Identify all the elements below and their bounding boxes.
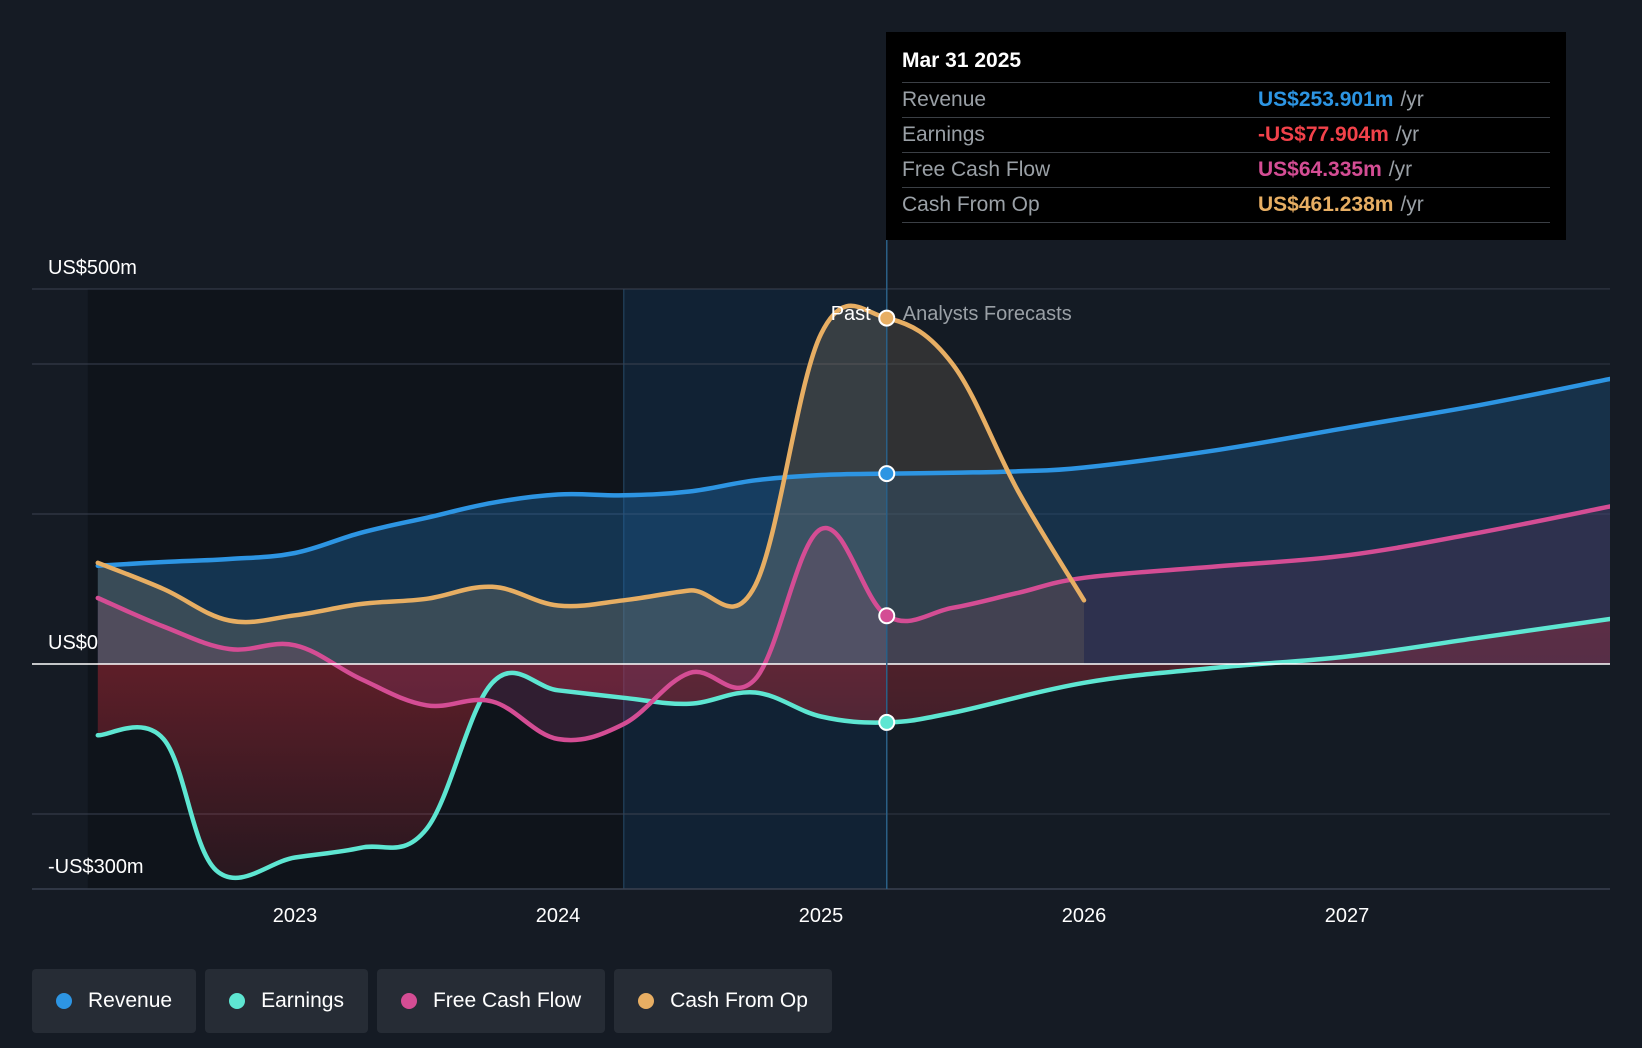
legend: Revenue Earnings Free Cash Flow Cash Fro…: [32, 969, 832, 1033]
free-cash-flow-marker: [878, 607, 896, 625]
tooltip-row-earnings: Earnings -US$77.904m /yr: [902, 117, 1550, 152]
legend-label: Earnings: [261, 989, 344, 1012]
tooltip-unit: /yr: [1388, 158, 1413, 181]
tooltip-value: US$253.901m: [1258, 88, 1394, 111]
free-cash-flow-area: [97, 506, 1610, 741]
tooltip-date: Mar 31 2025: [902, 49, 1022, 72]
free-cash-flow-line: [95, 504, 1610, 743]
legend-label: Cash From Op: [670, 989, 808, 1012]
revenue-line: [95, 376, 1610, 569]
tooltip-label: Earnings: [902, 123, 985, 146]
x-axis-tick-label: 2025: [799, 905, 844, 927]
tooltip-unit: /yr: [1400, 193, 1424, 216]
legend-label: Free Cash Flow: [432, 989, 582, 1012]
y-axis-label: US$500m: [48, 257, 137, 279]
y-axis-label: US$0: [48, 632, 98, 654]
tooltip-label: Revenue: [902, 88, 987, 111]
tooltip-value: -US$77.904m: [1258, 123, 1389, 146]
x-axis-tick-label: 2027: [1325, 905, 1370, 927]
tooltip-unit: /yr: [1400, 88, 1424, 111]
cash-from-op-area: [97, 305, 1085, 664]
tooltip: Mar 31 2025 Revenue US$253.901m /yr Earn…: [886, 32, 1566, 240]
x-axis-labels: 2023 2024 2025 2026 2027: [273, 905, 1370, 927]
series-lines: [95, 303, 1610, 881]
legend-item-earnings[interactable]: Earnings: [205, 969, 368, 1033]
x-axis-tick-label: 2024: [536, 905, 581, 927]
x-axis-tick-label: 2023: [273, 905, 318, 927]
tooltip-value: US$461.238m: [1258, 193, 1394, 216]
tooltip-row-free-cash-flow: Free Cash Flow US$64.335m /yr: [902, 152, 1550, 187]
y-axis-labels: US$500m US$0 -US$300m: [48, 257, 144, 878]
cash-from-op-line: [95, 303, 1087, 625]
tooltip-label: Free Cash Flow: [902, 158, 1051, 181]
forecast-overlay: [886, 289, 1610, 889]
cash-from-op-dot-icon: [638, 993, 655, 1009]
past-label: Past: [831, 303, 871, 325]
earnings-area: [97, 619, 1610, 878]
tooltip-unit: /yr: [1395, 123, 1420, 146]
earnings-marker: [878, 713, 896, 731]
y-axis-label: -US$300m: [48, 856, 144, 878]
revenue-area: [97, 379, 1610, 664]
series-areas: [97, 289, 1610, 889]
tooltip-value: US$64.335m: [1258, 158, 1382, 181]
legend-item-free-cash-flow[interactable]: Free Cash Flow: [376, 969, 606, 1033]
revenue-dot-icon: [56, 993, 72, 1009]
analysts-forecast-label: Analysts Forecasts: [903, 303, 1072, 325]
earnings-dot-icon: [229, 993, 246, 1009]
hover-markers: [878, 309, 896, 731]
x-axis-tick-label: 2026: [1062, 905, 1107, 927]
tooltip-row-revenue: Revenue US$253.901m /yr: [902, 82, 1550, 117]
legend-item-cash-from-op[interactable]: Cash From Op: [614, 969, 832, 1033]
tooltip-label: Cash From Op: [902, 193, 1040, 216]
tooltip-row-cash-from-op: Cash From Op US$461.238m /yr: [902, 187, 1550, 223]
zero-line: [32, 663, 1610, 890]
free-cash-flow-dot-icon: [400, 993, 417, 1009]
revenue-marker: [878, 465, 896, 483]
legend-label: Revenue: [88, 989, 173, 1012]
cash-from-op-marker: [878, 309, 896, 327]
legend-item-revenue[interactable]: Revenue: [32, 969, 197, 1033]
